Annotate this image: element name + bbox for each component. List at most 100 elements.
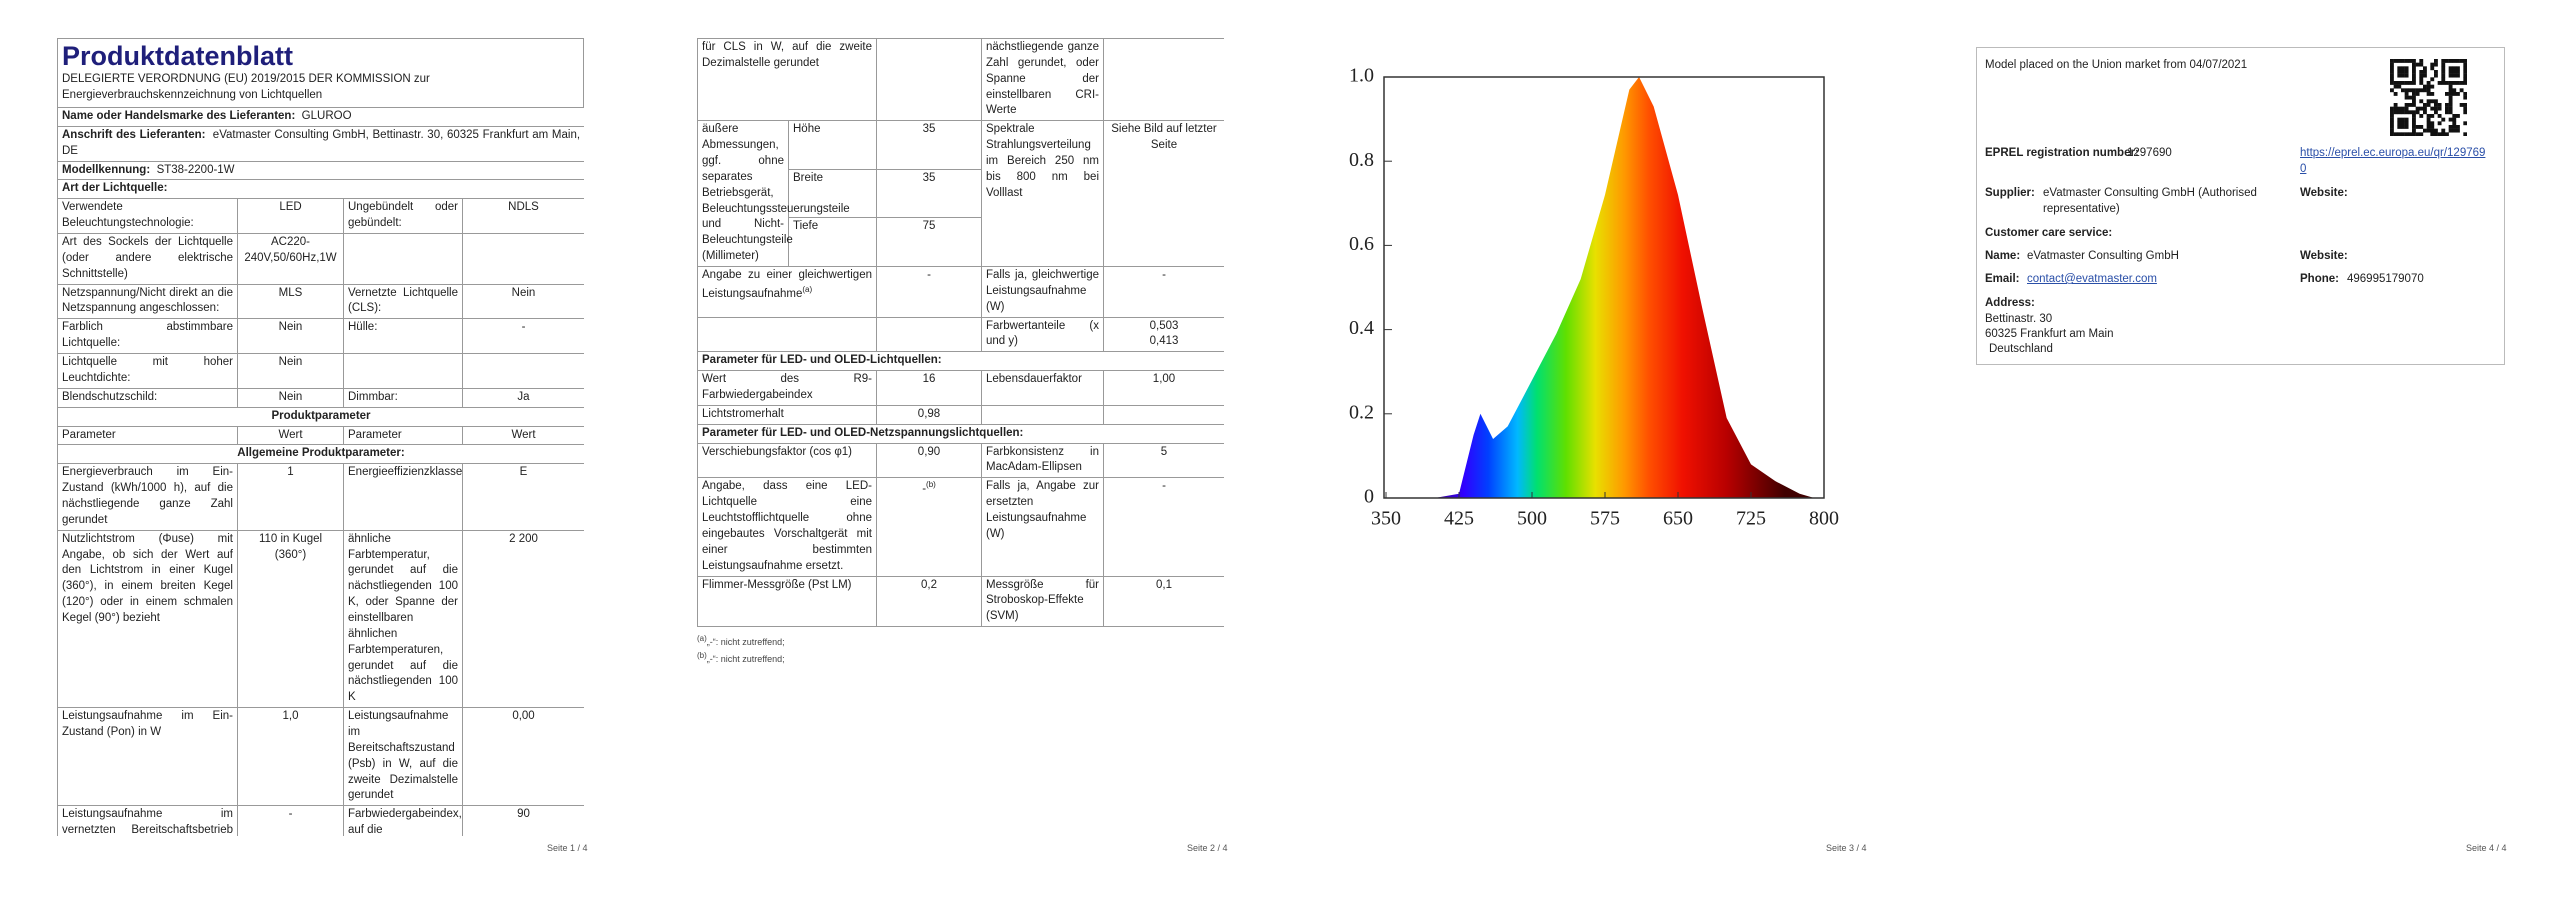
qr-module — [2430, 77, 2435, 82]
qr-module — [2445, 59, 2449, 63]
qr-module — [2397, 59, 2402, 63]
cell-text: 0,413 — [1149, 335, 1179, 348]
table-cell: E — [461, 463, 584, 531]
qr-module — [2401, 117, 2405, 122]
table-cell: Nein — [237, 318, 344, 355]
cell-text: Leistungsaufnahme im Ein-Zustand (Pon) i… — [62, 710, 233, 738]
table-row: für CLS in W, auf die zweite Dezimalstel… — [697, 38, 1224, 122]
cell-text: Nein — [278, 356, 303, 369]
table-cell: - — [237, 805, 344, 836]
qr-module — [2452, 128, 2457, 133]
dim-name: Tiefe — [788, 217, 877, 268]
table-cell: Nein — [461, 283, 584, 320]
cell-text: 1 — [287, 466, 294, 479]
table-row: Angabe zu einer gleichwertigen Leistungs… — [697, 266, 1224, 318]
qr-module — [2390, 73, 2394, 78]
cell-text: Art des Sockels der Lichtquelle (oder an… — [62, 236, 233, 280]
cell-text: Energieeffizienzklasse — [348, 466, 463, 479]
cell-text: LED — [279, 201, 302, 214]
qr-module — [2415, 132, 2420, 136]
qr-module — [2463, 77, 2467, 82]
qr-module — [2463, 81, 2467, 85]
qr-module — [2445, 132, 2449, 136]
data-table: für CLS in W, auf die zweite Dezimalstel… — [697, 38, 1224, 628]
qr-module — [2393, 84, 2398, 89]
address-label: Address: — [1985, 297, 2035, 309]
table-cell: Siehe Bild auf letzter Seite — [1103, 120, 1224, 268]
qr-module — [2441, 62, 2446, 67]
qr-module — [2390, 117, 2394, 122]
footnotes: (a)„-“: nicht zutreffend; (b)„-“: nicht z… — [697, 633, 1224, 666]
cell-text: 1,00 — [1152, 373, 1176, 386]
qr-module — [2445, 81, 2449, 85]
footnote: (a)„-“: nicht zutreffend; — [697, 633, 1224, 650]
qr-module — [2463, 70, 2467, 74]
qr-module — [2393, 59, 2398, 63]
email-value[interactable]: contact@evatmaster.com — [2027, 273, 2157, 285]
cell-text: Ungebündelt oder gebündelt: — [348, 201, 458, 230]
footnote-text: „-“: nicht zutreffend; — [706, 653, 785, 664]
table-row: Parameter für LED- und OLED-Netzspannung… — [697, 423, 1224, 444]
table-cell: 0,503 0,413 — [1103, 316, 1224, 353]
qr-module — [2430, 128, 2435, 133]
table-cell: NDLS — [461, 198, 584, 235]
row-value: eVatmaster Consulting GmbH, Bettinastr. … — [62, 128, 581, 157]
cell-text: Wert des R9-Farbwiedergabeindex — [702, 373, 872, 402]
qr-module — [2430, 132, 2435, 136]
qr-module — [2452, 121, 2457, 126]
doc-title: Produktdatenblatt — [62, 41, 294, 71]
table-row: Lichtquelle mit hoher Leuchtdichte: Nein — [57, 353, 584, 389]
table-row: Art der Lichtquelle: — [57, 179, 584, 200]
cell-text: Ja — [517, 390, 530, 403]
cell-text: 0,98 — [917, 407, 941, 420]
qr-module — [2401, 106, 2405, 111]
cell-text: 35 — [922, 123, 936, 136]
table-cell: Lichtquelle mit hoher Leuchtdichte: — [57, 353, 238, 389]
section-text: Produktparameter — [271, 409, 371, 422]
qr-module — [2412, 110, 2416, 115]
cell-text: Leistungsaufnahme im vernetzten Bereitsc… — [62, 808, 233, 836]
table-cell — [876, 38, 982, 122]
cell-text: 1,0 — [282, 710, 299, 723]
qr-module — [2437, 121, 2442, 126]
qr-module — [2401, 110, 2405, 115]
qr-module — [2397, 125, 2402, 129]
table-cell: Blendschutzschild: — [57, 387, 238, 408]
section-cell: Allgemeine Produktparameter: — [57, 444, 584, 465]
plot-frame — [1383, 76, 1825, 499]
qr-module — [2412, 88, 2416, 93]
qr-module — [2404, 117, 2409, 122]
qr-module — [2419, 99, 2424, 104]
x-tick-label: 725 — [1736, 508, 1766, 530]
page-footer: Seite 2 / 4 — [1187, 843, 1228, 853]
qr-module — [2448, 66, 2453, 71]
care-label: Customer care service: — [1985, 227, 2113, 239]
cell-text: Hülle: — [348, 321, 378, 334]
qr-module — [2456, 92, 2460, 96]
qr-module — [2419, 114, 2424, 118]
cell-text: Verwendete Beleuchtungstechnologie: — [62, 201, 194, 230]
table-cell: Wert des R9-Farbwiedergabeindex — [697, 370, 877, 406]
qr-module — [2412, 70, 2416, 74]
cell-text: Farbwertanteile (x und y) — [986, 319, 1099, 348]
eprel-link[interactable]: https://eprel.ec.europa.eu/qr/1297690 — [2300, 147, 2486, 175]
x-tick-label: 575 — [1590, 508, 1620, 530]
cell-text: NDLS — [508, 201, 539, 214]
table-row: Modellkennung: ST38-2200-1W — [57, 160, 584, 181]
page-footer: Seite 3 / 4 — [1826, 843, 1867, 853]
qr-module — [2419, 59, 2424, 63]
cell-text: Falls ja, gleichwertige Leistungsaufnahm… — [986, 269, 1099, 313]
page-footer: Seite 4 / 4 — [2466, 843, 2507, 853]
website-label: Website: — [2300, 187, 2348, 199]
qr-module — [2463, 73, 2467, 78]
table-cell: Farbwertanteile (x und y) — [981, 316, 1104, 353]
qr-module — [2448, 70, 2453, 74]
table-cell — [876, 316, 982, 353]
cell-text: - — [288, 808, 293, 821]
cell-text: 5 — [1160, 445, 1168, 458]
qr-module — [2463, 106, 2467, 111]
qr-module — [2448, 95, 2453, 100]
qr-module — [2459, 81, 2464, 85]
table-cell: Angabe, dass eine LED-Lichtquelle eine L… — [697, 477, 877, 577]
qr-module — [2434, 106, 2438, 111]
